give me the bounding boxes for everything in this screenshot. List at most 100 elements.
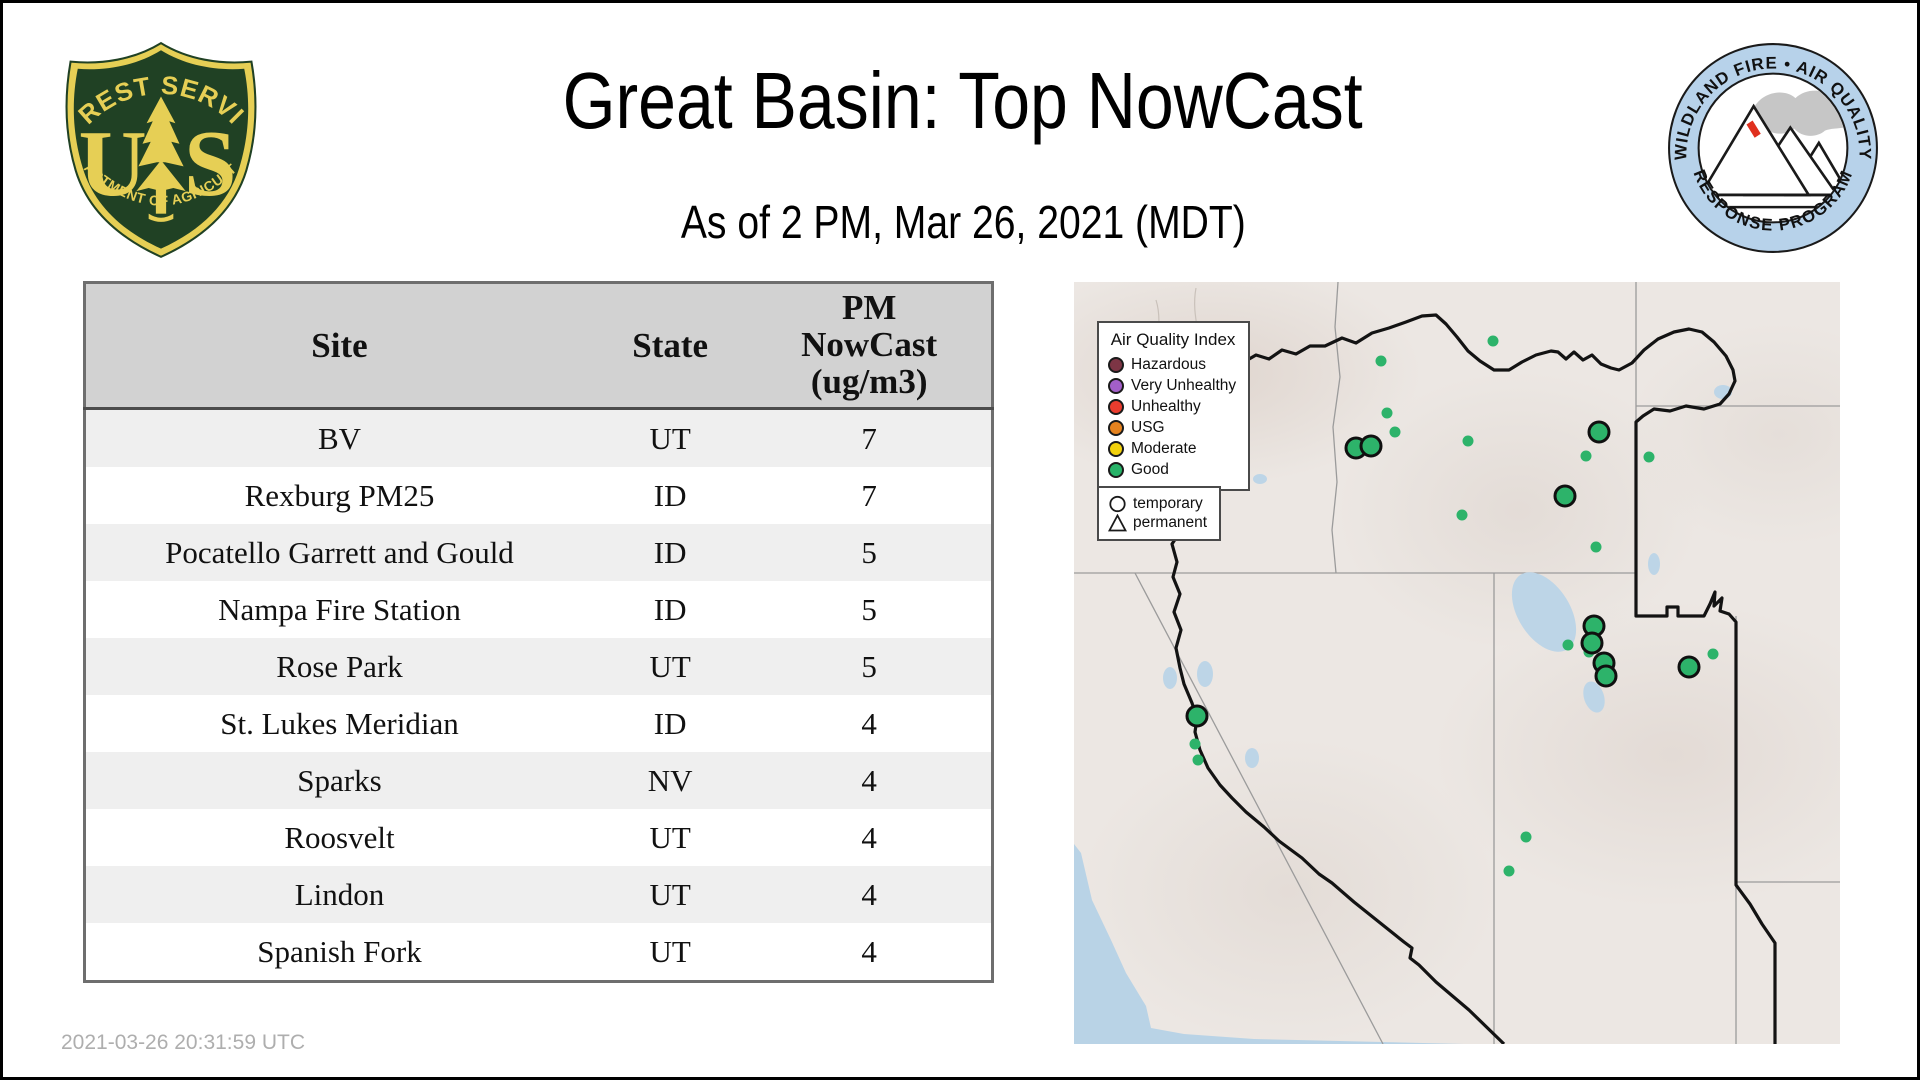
permanent-site-marker: [1192, 754, 1204, 766]
value-cell: 4: [747, 752, 993, 809]
aqi-color-dot-icon: [1108, 420, 1124, 436]
table-row: Nampa Fire Station ID 5: [84, 581, 993, 638]
site-cell: Spanish Fork: [84, 923, 593, 982]
table-row: Pocatello Garrett and Gould ID 5: [84, 524, 993, 581]
aqi-color-dot-icon: [1108, 357, 1124, 373]
aqi-color-dot-icon: [1108, 462, 1124, 478]
state-borders: [1074, 282, 1840, 1044]
pacific-ocean: [1074, 844, 1464, 1044]
permanent-site-marker: [1375, 355, 1387, 367]
value-cell: 4: [747, 695, 993, 752]
aqi-legend-label: Moderate: [1131, 440, 1197, 457]
wfaqrp-logo-icon: WILDLAND FIRE • AIR QUALITY RESPONSE PRO…: [1668, 43, 1878, 253]
flame-icon: [1746, 120, 1761, 138]
temporary-site-marker: [1677, 655, 1701, 679]
site-type-legend-item: temporary: [1108, 495, 1207, 513]
site-cell: BV: [84, 408, 593, 467]
aqi-legend-label: USG: [1131, 419, 1165, 436]
aqi-legend: Air Quality Index Hazardous Very Unhealth…: [1097, 321, 1251, 491]
site-type-legend-item: permanent: [1108, 514, 1207, 532]
temporary-site-marker: [1580, 631, 1604, 655]
table-row: BV UT 7: [84, 408, 993, 467]
aqi-legend-label: Unhealthy: [1131, 398, 1201, 415]
aqi-legend-item: Hazardous: [1108, 356, 1236, 374]
site-cell: Nampa Fire Station: [84, 581, 593, 638]
value-cell: 7: [747, 408, 993, 467]
aqi-color-dot-icon: [1108, 378, 1124, 394]
state-cell: ID: [592, 695, 748, 752]
permanent-site-marker: [1562, 639, 1574, 651]
site-type-legend-label: temporary: [1133, 495, 1203, 512]
page-subtitle: As of 2 PM, Mar 26, 2021 (MDT): [680, 196, 1246, 248]
aqi-legend-item: Good: [1108, 461, 1236, 479]
temporary-site-marker: [1587, 420, 1611, 444]
nowcast-table: Site State PM NowCast (ug/m3) BV UT 7 Rexbu…: [83, 281, 994, 983]
svg-text:S: S: [184, 112, 237, 216]
state-cell: UT: [592, 408, 748, 467]
aqi-color-dot-icon: [1108, 441, 1124, 457]
site-cell: Rose Park: [84, 638, 593, 695]
generation-timestamp: 2021-03-26 20:31:59 UTC: [61, 1031, 305, 1054]
state-cell: UT: [592, 923, 748, 982]
aqi-legend-label: Hazardous: [1131, 356, 1206, 373]
permanent-site-marker: [1487, 335, 1499, 347]
site-cell: Pocatello Garrett and Gould: [84, 524, 593, 581]
permanent-site-marker: [1643, 451, 1655, 463]
site-type-legend: temporary permanent: [1097, 486, 1222, 541]
permanent-site-marker: [1580, 450, 1592, 462]
great-basin-boundary: [1170, 313, 1777, 1044]
temporary-site-marker: [1359, 434, 1383, 458]
table-row: Rose Park UT 5: [84, 638, 993, 695]
site-cell: Rexburg PM25: [84, 467, 593, 524]
permanent-triangle-icon: [1108, 514, 1127, 532]
aqi-legend-item: Very Unhealthy: [1108, 377, 1236, 395]
great-basin-map: Air Quality Index Hazardous Very Unhealth…: [1074, 282, 1840, 1044]
site-cell: St. Lukes Meridian: [84, 695, 593, 752]
mountains-icon: [1699, 103, 1847, 197]
column-header-site: Site: [84, 282, 593, 410]
state-cell: ID: [592, 467, 748, 524]
column-header-pm-nowcast: PM NowCast (ug/m3): [747, 282, 993, 410]
state-cell: NV: [592, 752, 748, 809]
wfaqrp-logo: WILDLAND FIRE • AIR QUALITY RESPONSE PRO…: [1666, 41, 1880, 255]
svg-text:U: U: [79, 112, 147, 216]
permanent-site-marker: [1389, 426, 1401, 438]
permanent-site-marker: [1590, 541, 1602, 553]
pine-tree-icon: [136, 96, 186, 222]
permanent-site-marker: [1520, 831, 1532, 843]
permanent-site-marker: [1462, 435, 1474, 447]
table-row: Roosvelt UT 4: [84, 809, 993, 866]
state-cell: UT: [592, 809, 748, 866]
permanent-site-marker: [1503, 865, 1515, 877]
table-row: Lindon UT 4: [84, 866, 993, 923]
aqi-legend-title: Air Quality Index: [1110, 330, 1236, 349]
aqi-color-dot-icon: [1108, 399, 1124, 415]
permanent-site-marker: [1381, 407, 1393, 419]
lakes: [1163, 385, 1732, 768]
value-cell: 4: [747, 923, 993, 982]
value-cell: 4: [747, 866, 993, 923]
table-row: Spanish Fork UT 4: [84, 923, 993, 982]
value-cell: 7: [747, 467, 993, 524]
temporary-site-marker: [1553, 484, 1577, 508]
aqi-legend-label: Good: [1131, 461, 1169, 478]
table-row: Sparks NV 4: [84, 752, 993, 809]
temporary-site-marker: [1594, 664, 1618, 688]
value-cell: 5: [747, 581, 993, 638]
state-cell: ID: [592, 581, 748, 638]
value-cell: 5: [747, 638, 993, 695]
state-cell: ID: [592, 524, 748, 581]
page-title: Great Basin: Top NowCast: [562, 56, 1363, 145]
temporary-site-marker: [1185, 704, 1209, 728]
table-row: Rexburg PM25 ID 7: [84, 467, 993, 524]
site-cell: Sparks: [84, 752, 593, 809]
permanent-site-marker: [1456, 509, 1468, 521]
value-cell: 4: [747, 809, 993, 866]
site-cell: Lindon: [84, 866, 593, 923]
aqi-legend-item: Unhealthy: [1108, 398, 1236, 416]
basemap: [1074, 282, 1840, 1044]
permanent-site-marker: [1707, 648, 1719, 660]
site-type-legend-label: permanent: [1133, 514, 1208, 531]
state-cell: UT: [592, 638, 748, 695]
